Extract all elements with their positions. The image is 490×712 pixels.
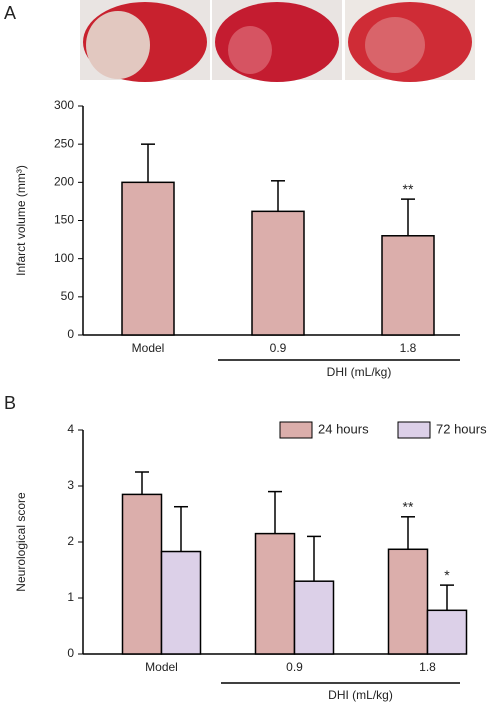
bar	[251, 210, 305, 336]
group-label: DHI (mL/kg)	[328, 688, 393, 702]
legend-label: 24 hours	[318, 421, 369, 436]
bar	[254, 532, 296, 655]
brain-images	[80, 0, 475, 82]
panel-label: B	[4, 393, 16, 413]
y-tick-label: 100	[54, 251, 74, 265]
bar	[121, 181, 175, 336]
significance-mark: *	[444, 567, 450, 583]
y-tick-label: 50	[61, 289, 75, 303]
infarct	[86, 11, 150, 79]
bar	[160, 550, 202, 655]
infarct	[365, 17, 425, 73]
x-tick-label: 1.8	[419, 660, 436, 674]
y-tick-label: 200	[54, 175, 74, 189]
bar	[121, 493, 163, 655]
group-label: DHI (mL/kg)	[327, 365, 392, 379]
bar	[426, 609, 468, 655]
y-axis-label: Neurological score	[14, 492, 28, 592]
y-tick-label: 300	[54, 98, 74, 112]
bar	[381, 235, 435, 336]
legend-swatch	[279, 421, 313, 439]
y-tick-label: 0	[67, 646, 74, 660]
legend-swatch	[397, 421, 431, 439]
legend-label: 72 hours	[436, 421, 487, 436]
x-tick-label: 1.8	[400, 341, 417, 355]
y-tick-label: 250	[54, 136, 74, 150]
infarct	[228, 26, 272, 74]
y-tick-label: 150	[54, 213, 74, 227]
bar	[387, 548, 429, 655]
significance-mark: **	[403, 499, 414, 515]
panel-label: A	[4, 3, 16, 23]
y-tick-label: 2	[67, 534, 74, 548]
x-tick-label: Model	[145, 660, 178, 674]
x-tick-label: 0.9	[270, 341, 287, 355]
significance-mark: **	[403, 181, 414, 197]
y-tick-label: 0	[67, 327, 74, 341]
x-tick-label: 0.9	[286, 660, 303, 674]
y-tick-label: 4	[67, 422, 74, 436]
x-tick-label: Model	[132, 341, 165, 355]
y-tick-label: 1	[67, 590, 74, 604]
y-axis-label: Infarct volume (mm³)	[14, 165, 28, 276]
y-tick-label: 3	[67, 478, 74, 492]
bar	[293, 580, 335, 655]
